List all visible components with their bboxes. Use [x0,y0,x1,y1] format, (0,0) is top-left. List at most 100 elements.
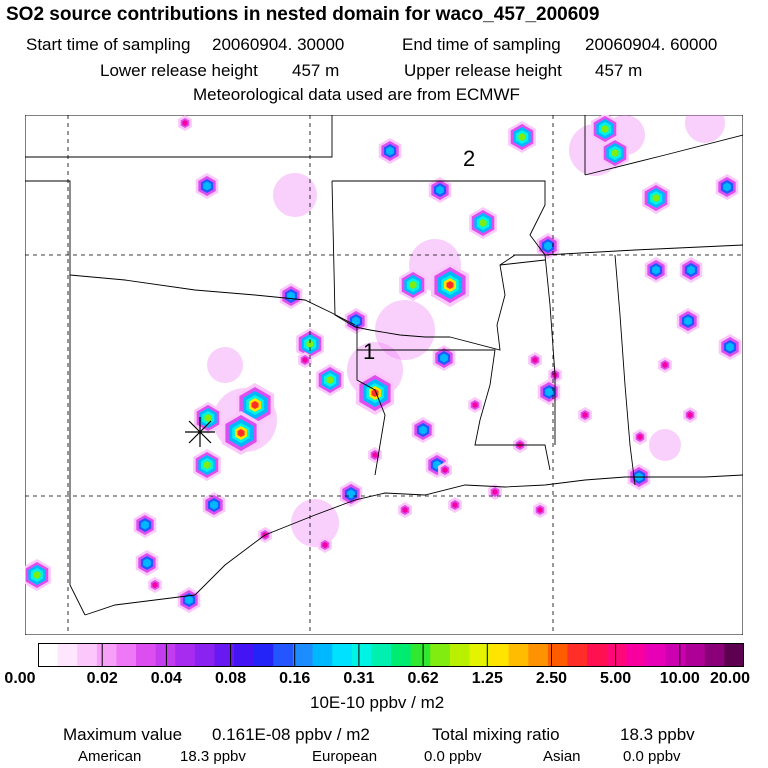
color-scale-swatch [626,643,647,667]
total-mixing-label: Total mixing ratio [432,725,560,744]
plume-cell [203,461,211,469]
so2-contribution-map: 1 2 [25,115,743,635]
european-label: European [312,748,378,765]
color-scale-swatch [175,643,196,667]
plume-cell [442,467,448,473]
color-scale-swatch [253,643,274,667]
color-scale-swatch [155,643,176,667]
color-scale-swatch [96,643,117,667]
color-scale-swatch [430,643,451,667]
plume-cell [687,265,695,275]
met-data-line: Meteorological data used are from ECMWF [193,85,520,104]
plume-cell [662,362,668,368]
color-scale-tick-label: 1.25 [471,670,503,687]
color-scale-swatch [234,643,255,667]
plume-halo [649,429,681,461]
contribution-plumes [25,115,742,613]
plume-cell [143,558,151,568]
color-scale-tick-label: 0.31 [343,670,375,687]
end-time-label: End time of sampling [402,35,561,54]
color-scale-swatch [312,643,333,667]
color-scale-bar [38,643,744,667]
color-scale-tick-label: 0.04 [150,670,182,687]
map-label-2: 2 [463,146,475,171]
plume-halo [685,115,725,143]
plume-cell [322,542,328,548]
color-scale-swatch [489,643,510,667]
plume-cell [251,401,259,409]
max-value: 0.161E-08 ppbv / m2 [212,725,370,744]
color-scale-swatch [38,643,59,667]
plume-cell [33,571,41,579]
color-scale-swatch [704,643,725,667]
plume-cell [537,507,543,513]
plume-cell [726,342,734,352]
start-time-value: 20060904. 30000 [212,35,345,54]
color-scale-swatch [724,643,744,667]
european-value: 0.0 ppbv [424,748,482,765]
total-mixing-value: 18.3 ppbv [620,725,695,744]
asian-label: Asian [543,748,581,765]
color-scale-swatch [547,643,568,667]
color-scale-swatch [567,643,588,667]
color-scale-swatch [332,643,353,667]
lat-lon-grid [25,115,743,635]
color-scale-swatch [214,643,235,667]
plume-cell [601,125,609,133]
legend-unit: 10E-10 ppbv / m2 [310,693,445,712]
color-scale-tick-label: 0.00 [4,670,36,687]
color-scale-swatch [645,643,667,667]
color-scale-swatch [292,643,314,667]
plume-cell [472,402,478,408]
color-scale-tick-label: 2.50 [535,670,568,687]
plume-cell [652,194,660,202]
plume-cell [402,507,408,513]
plume-cell [372,452,378,458]
plume-cell [185,595,193,605]
plume-cell [409,281,417,289]
plume-cell [237,429,245,437]
plume-cell [386,146,394,156]
color-scale-swatch [57,643,78,667]
color-scale-swatch [508,643,529,667]
plume-cell [544,241,552,251]
source-location-marker [185,417,215,447]
color-scale-swatch [351,643,372,667]
plume-cell [687,412,693,418]
plume-cell [532,357,538,363]
plume-cell [479,219,487,227]
plume-cell [141,520,149,530]
plume-cell [452,502,458,508]
plume-halo [207,347,243,383]
plume-halo [291,499,339,547]
start-time-label: Start time of sampling [26,35,191,54]
map-label-1: 1 [363,339,375,364]
color-scale-tick-label: 10.00 [659,670,700,687]
plume-cell [352,316,360,326]
plume-cell [306,340,314,348]
plume-cell [347,489,355,499]
plume-cell [723,182,731,192]
color-scale-tick-label: 0.02 [86,670,118,687]
plume-cell [436,185,444,195]
plume-cell [611,149,619,157]
plume-cell [652,265,660,275]
american-label: American [78,748,142,765]
color-scale-swatch [528,643,549,667]
color-scale-swatch [116,643,137,667]
color-scale-swatch [371,643,392,667]
plume-cell [440,353,448,363]
plume-cell [518,133,526,141]
plume-cell [492,489,498,495]
american-value: 18.3 ppbv [180,748,246,765]
plume-cell [152,582,158,588]
plume-cell [582,412,588,418]
end-time-value: 20060904. 60000 [585,35,718,54]
color-scale-swatch [469,643,490,667]
plume-cell [326,376,334,384]
plume-halo [273,173,317,217]
plume-cell [446,281,454,289]
color-scale-swatch [410,643,431,667]
state-borders [25,115,743,616]
plume-cell [182,120,188,126]
